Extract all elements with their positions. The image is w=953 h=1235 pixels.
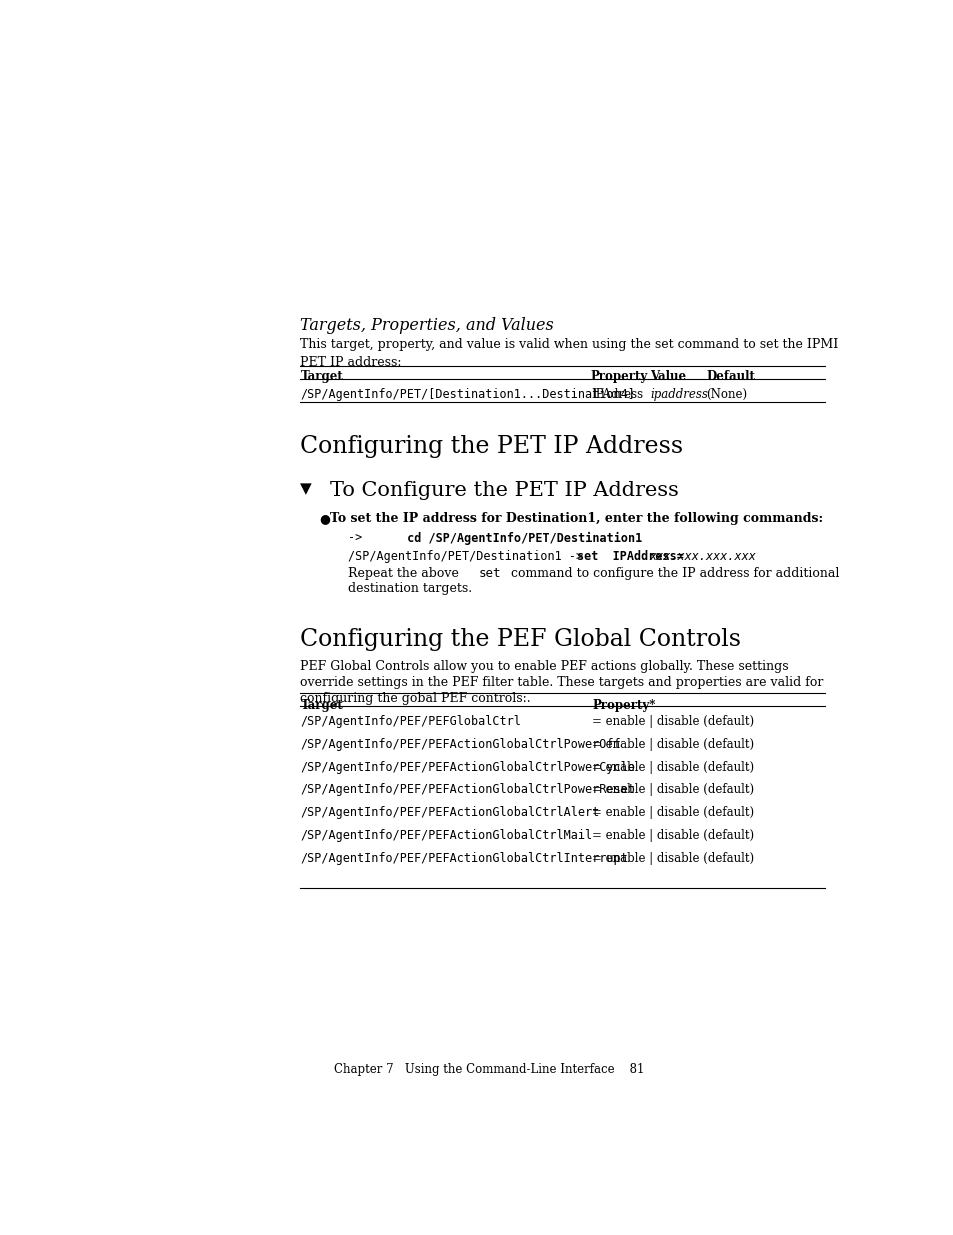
Text: Target: Target [300,369,343,383]
Text: ipaddress: ipaddress [649,388,707,401]
Text: /SP/AgentInfo/PEF/PEFActionGlobalCtrlAlert: /SP/AgentInfo/PEF/PEFActionGlobalCtrlAle… [300,806,599,819]
Text: override settings in the PEF filter table. These targets and properties are vali: override settings in the PEF filter tabl… [300,676,822,689]
Text: Configuring the PEF Global Controls: Configuring the PEF Global Controls [300,629,740,651]
Text: = enable | disable (default): = enable | disable (default) [592,761,754,773]
Text: /SP/AgentInfo/PEF/PEFActionGlobalCtrlMail: /SP/AgentInfo/PEF/PEFActionGlobalCtrlMai… [300,829,592,842]
Text: = enable | disable (default): = enable | disable (default) [592,783,754,797]
Text: xxx.xxx.xxx.xxx: xxx.xxx.xxx.xxx [649,550,756,562]
Text: Property: Property [590,369,647,383]
Text: (None): (None) [705,388,746,401]
Text: /SP/AgentInfo/PEF/PEFActionGlobalCtrlPowerCycle: /SP/AgentInfo/PEF/PEFActionGlobalCtrlPow… [300,761,635,773]
Text: PET IP address:: PET IP address: [300,356,401,368]
Text: = enable | disable (default): = enable | disable (default) [592,737,754,751]
Text: To Configure the PET IP Address: To Configure the PET IP Address [330,482,679,500]
Text: Configuring the PET IP Address: Configuring the PET IP Address [300,436,682,458]
Text: set  IPAddress=: set IPAddress= [577,550,683,562]
Text: /SP/AgentInfo/PET/Destination1 ->: /SP/AgentInfo/PET/Destination1 -> [348,550,590,562]
Text: This target, property, and value is valid when using the set command to set the : This target, property, and value is vali… [300,338,838,352]
Text: destination targets.: destination targets. [348,582,472,595]
Text: ->: -> [348,531,362,545]
Text: /SP/AgentInfo/PET/[Destination1...Destination4]: /SP/AgentInfo/PET/[Destination1...Destin… [300,388,635,401]
Text: /SP/AgentInfo/PEF/PEFActionGlobalCtrlPowerOff: /SP/AgentInfo/PEF/PEFActionGlobalCtrlPow… [300,737,620,751]
Text: = enable | disable (default): = enable | disable (default) [592,715,754,727]
Text: IPAdress: IPAdress [590,388,642,401]
Text: Chapter 7   Using the Command-Line Interface    81: Chapter 7 Using the Command-Line Interfa… [334,1063,643,1076]
Text: Target: Target [300,699,343,711]
Text: Repeat the above: Repeat the above [348,567,463,579]
Text: To set the IP address for Destination1, enter the following commands:: To set the IP address for Destination1, … [330,513,822,525]
Text: command to configure the IP address for additional: command to configure the IP address for … [507,567,839,579]
Text: = enable | disable (default): = enable | disable (default) [592,829,754,842]
Text: PEF Global Controls allow you to enable PEF actions globally. These settings: PEF Global Controls allow you to enable … [300,659,788,673]
Text: = enable | disable (default): = enable | disable (default) [592,852,754,864]
Text: ●: ● [318,513,330,525]
Text: Targets, Properties, and Values: Targets, Properties, and Values [300,317,554,335]
Text: cd /SP/AgentInfo/PET/Destination1: cd /SP/AgentInfo/PET/Destination1 [400,531,642,545]
Text: /SP/AgentInfo/PEF/PEFActionGlobalCtrlInterrupt: /SP/AgentInfo/PEF/PEFActionGlobalCtrlInt… [300,852,627,864]
Text: ▼: ▼ [300,482,312,496]
Text: /SP/AgentInfo/PEF/PEFActionGlobalCtrlPowerReset: /SP/AgentInfo/PEF/PEFActionGlobalCtrlPow… [300,783,635,797]
Text: set: set [477,567,500,579]
Text: Property*: Property* [592,699,655,711]
Text: Value: Value [649,369,685,383]
Text: = enable | disable (default): = enable | disable (default) [592,806,754,819]
Text: configuring the gobal PEF controls:.: configuring the gobal PEF controls:. [300,692,531,705]
Text: Default: Default [705,369,755,383]
Text: /SP/AgentInfo/PEF/PEFGlobalCtrl: /SP/AgentInfo/PEF/PEFGlobalCtrl [300,715,520,727]
